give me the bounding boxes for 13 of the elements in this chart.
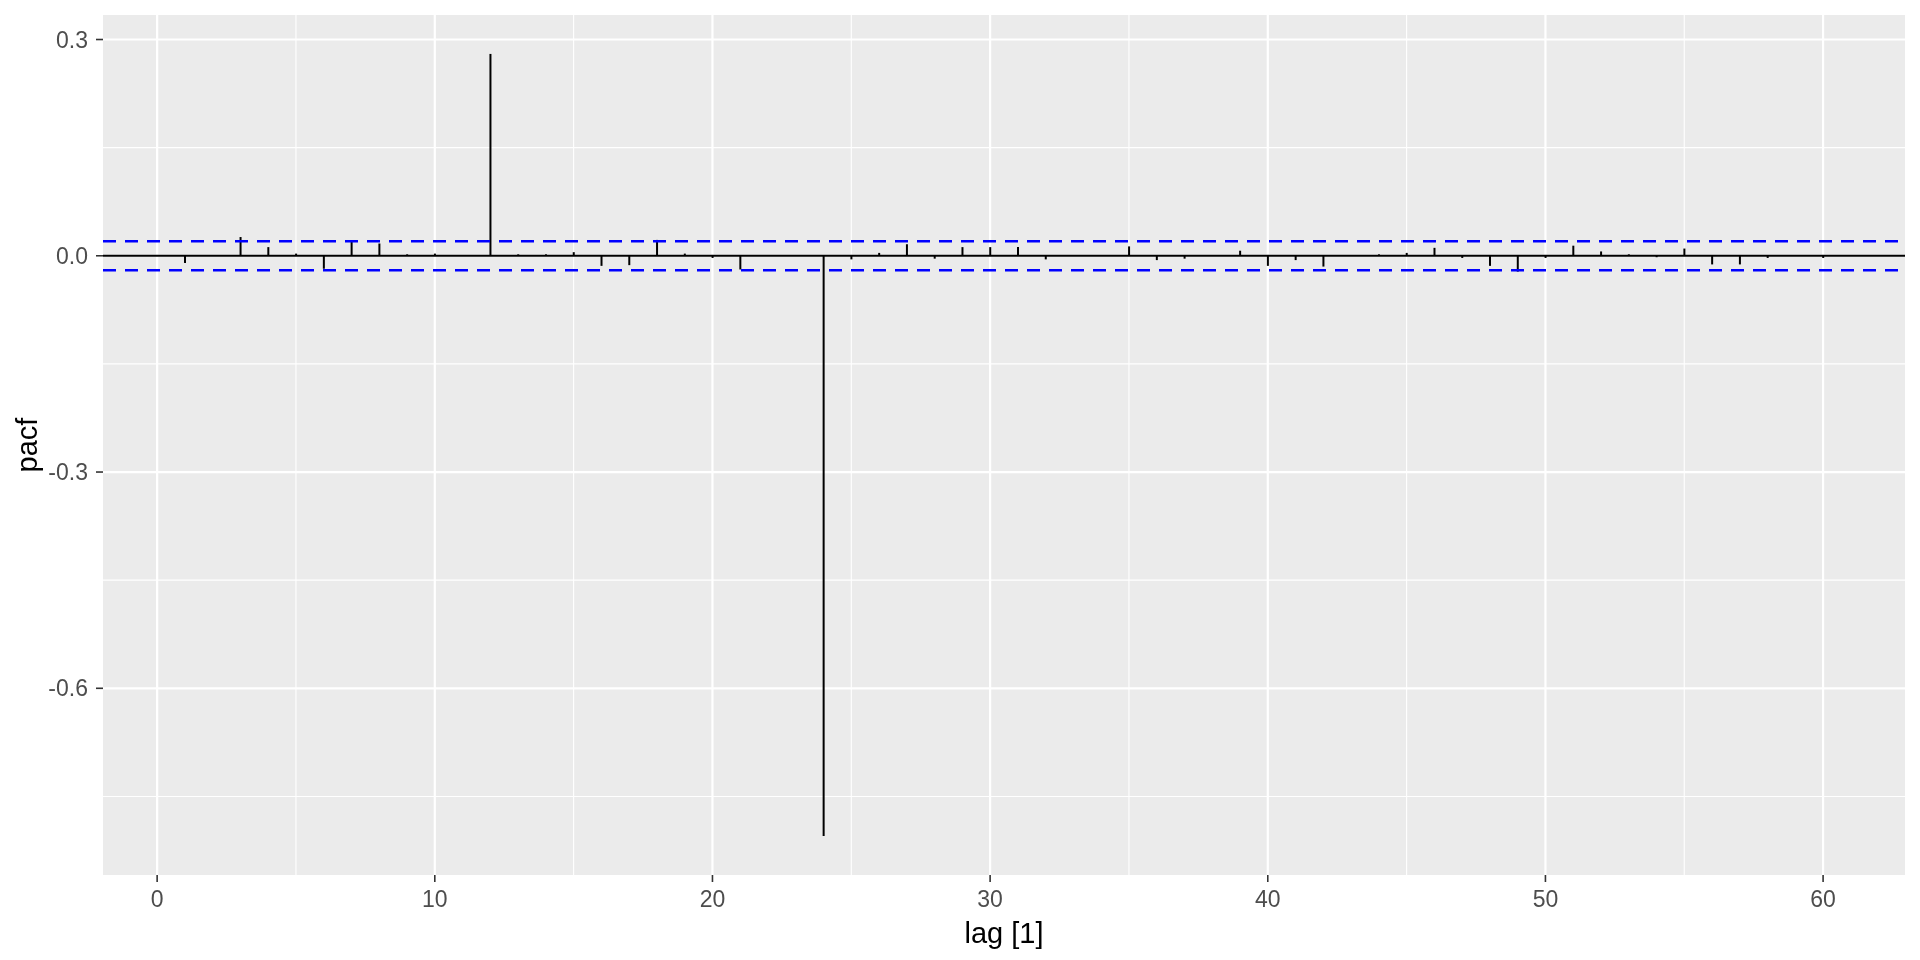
x-tick-label: 60 xyxy=(1810,886,1836,912)
x-axis-title: lag [1] xyxy=(963,916,1045,951)
y-tick-label: -0.3 xyxy=(48,459,88,486)
y-tick-label: -0.6 xyxy=(48,675,88,702)
x-tick-label: 10 xyxy=(422,886,448,912)
x-tick-label: 0 xyxy=(150,886,164,912)
x-tick-label: 20 xyxy=(699,886,726,912)
x-tick-label: 40 xyxy=(1254,886,1281,912)
y-tick-label: 0.3 xyxy=(56,26,88,53)
x-tick-label: 30 xyxy=(977,886,1003,912)
y-axis-title: pacf xyxy=(10,417,44,473)
x-tick-label: 50 xyxy=(1532,886,1559,912)
y-tick-label: 0.0 xyxy=(56,242,88,269)
